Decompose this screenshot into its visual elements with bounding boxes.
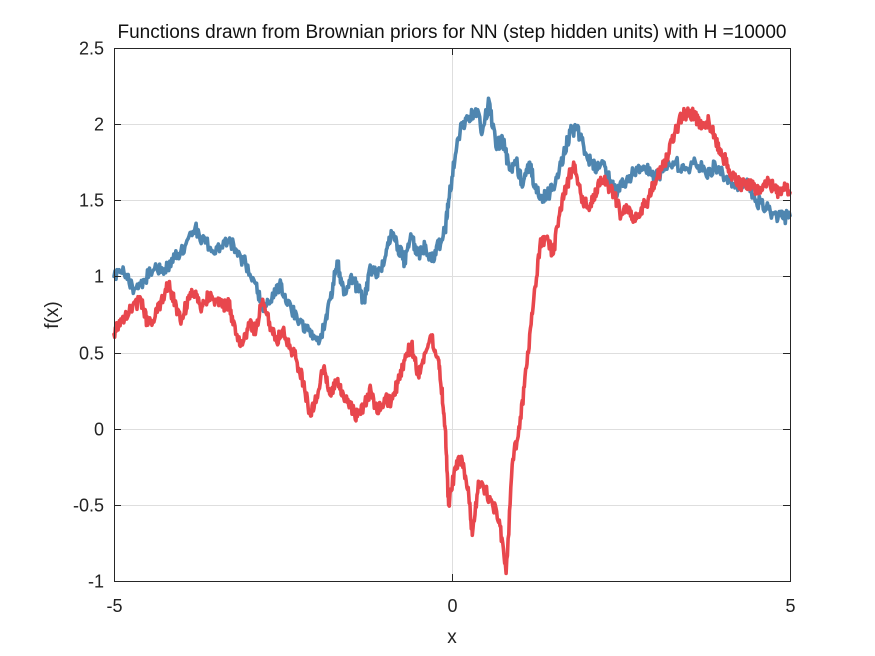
series-layer [112, 96, 792, 576]
x-tick-label: -5 [106, 596, 122, 616]
x-axis-label: x [447, 627, 457, 648]
y-tick-label: 1.5 [79, 191, 104, 211]
y-tick-label: 2 [94, 115, 104, 135]
x-tick-label: 5 [785, 596, 795, 616]
y-tick-label: 0 [94, 420, 104, 440]
y-axis-label: f(x) [42, 301, 63, 328]
y-tick-label: 0.5 [79, 344, 104, 364]
tick-labels: -1 -0.5 0 0.5 1 1.5 2 2.5 -5 0 5 [73, 39, 796, 617]
chart-title: Functions drawn from Brownian priors for… [118, 22, 787, 43]
y-tick-label: 1 [94, 267, 104, 287]
x-tick-label: 0 [447, 596, 457, 616]
ticks [114, 48, 791, 582]
y-tick-label: -0.5 [73, 496, 104, 516]
series-line-2 [112, 106, 792, 576]
y-tick-label: -1 [88, 572, 104, 592]
y-tick-label: 2.5 [79, 39, 104, 59]
series-line-1 [112, 96, 792, 346]
